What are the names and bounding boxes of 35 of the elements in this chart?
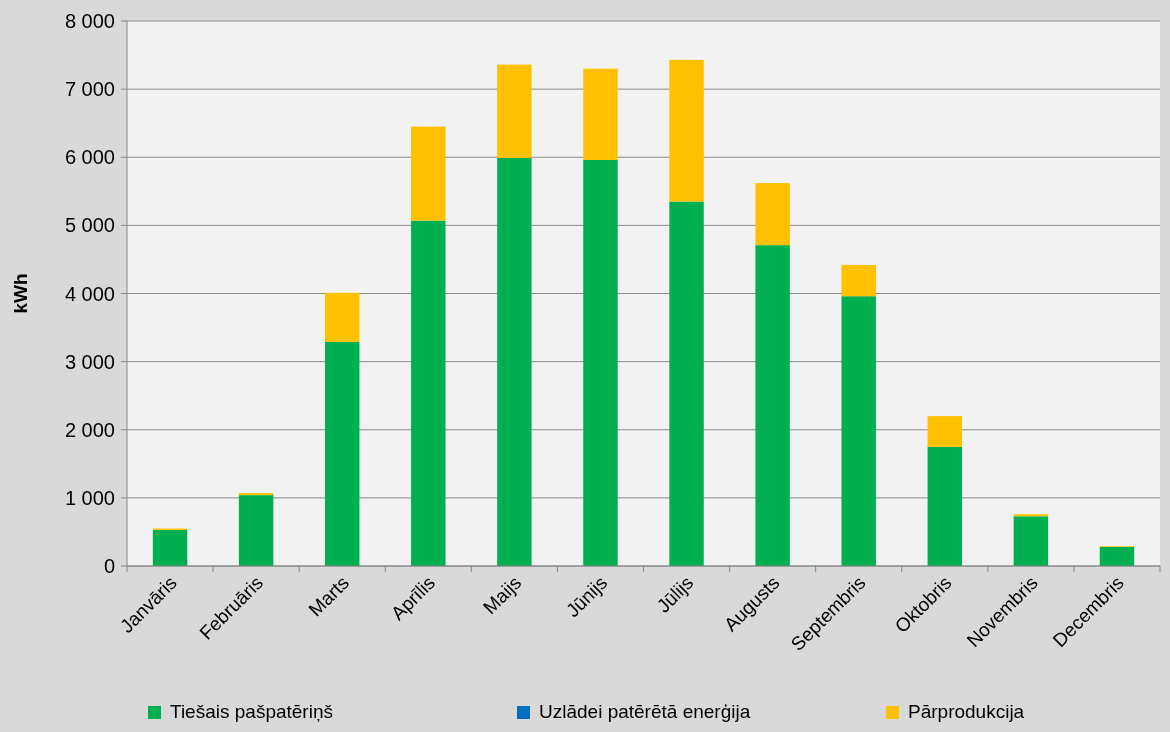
bar (238, 495, 274, 566)
bar (152, 529, 188, 566)
bar (497, 64, 532, 158)
bar (583, 159, 618, 566)
y-axis-title: kWh (10, 273, 31, 314)
legend-label: Uzlādei patērētā enerģija (539, 701, 751, 722)
y-tick-label: 0 (103, 555, 115, 577)
y-tick-label: 5 000 (64, 214, 115, 237)
bar (841, 264, 876, 297)
bar (669, 201, 704, 566)
bar (411, 220, 446, 566)
y-tick-label: 8 000 (64, 10, 115, 32)
y-tick-label: 3 000 (64, 350, 115, 373)
legend-label: Tiešais pašpatēriņš (170, 701, 333, 722)
bar (669, 59, 704, 202)
bar (841, 296, 876, 566)
bar (411, 126, 446, 221)
bar (927, 446, 963, 566)
bar (583, 68, 618, 160)
bar (755, 183, 790, 246)
bar (497, 157, 532, 566)
bar (927, 416, 963, 447)
y-tick-label: 4 000 (64, 282, 115, 305)
bar (1099, 546, 1135, 566)
bar (1013, 516, 1049, 566)
y-tick-label: 1 000 (64, 486, 115, 509)
bar (324, 292, 360, 342)
y-tick-label: 6 000 (64, 146, 115, 169)
bar (238, 493, 274, 496)
bar (1013, 514, 1049, 517)
y-tick-label: 2 000 (64, 418, 115, 441)
legend-label: Pārprodukcija (908, 701, 1025, 722)
bar (755, 245, 790, 566)
bar (324, 341, 360, 566)
y-tick-label: 7 000 (64, 78, 115, 101)
